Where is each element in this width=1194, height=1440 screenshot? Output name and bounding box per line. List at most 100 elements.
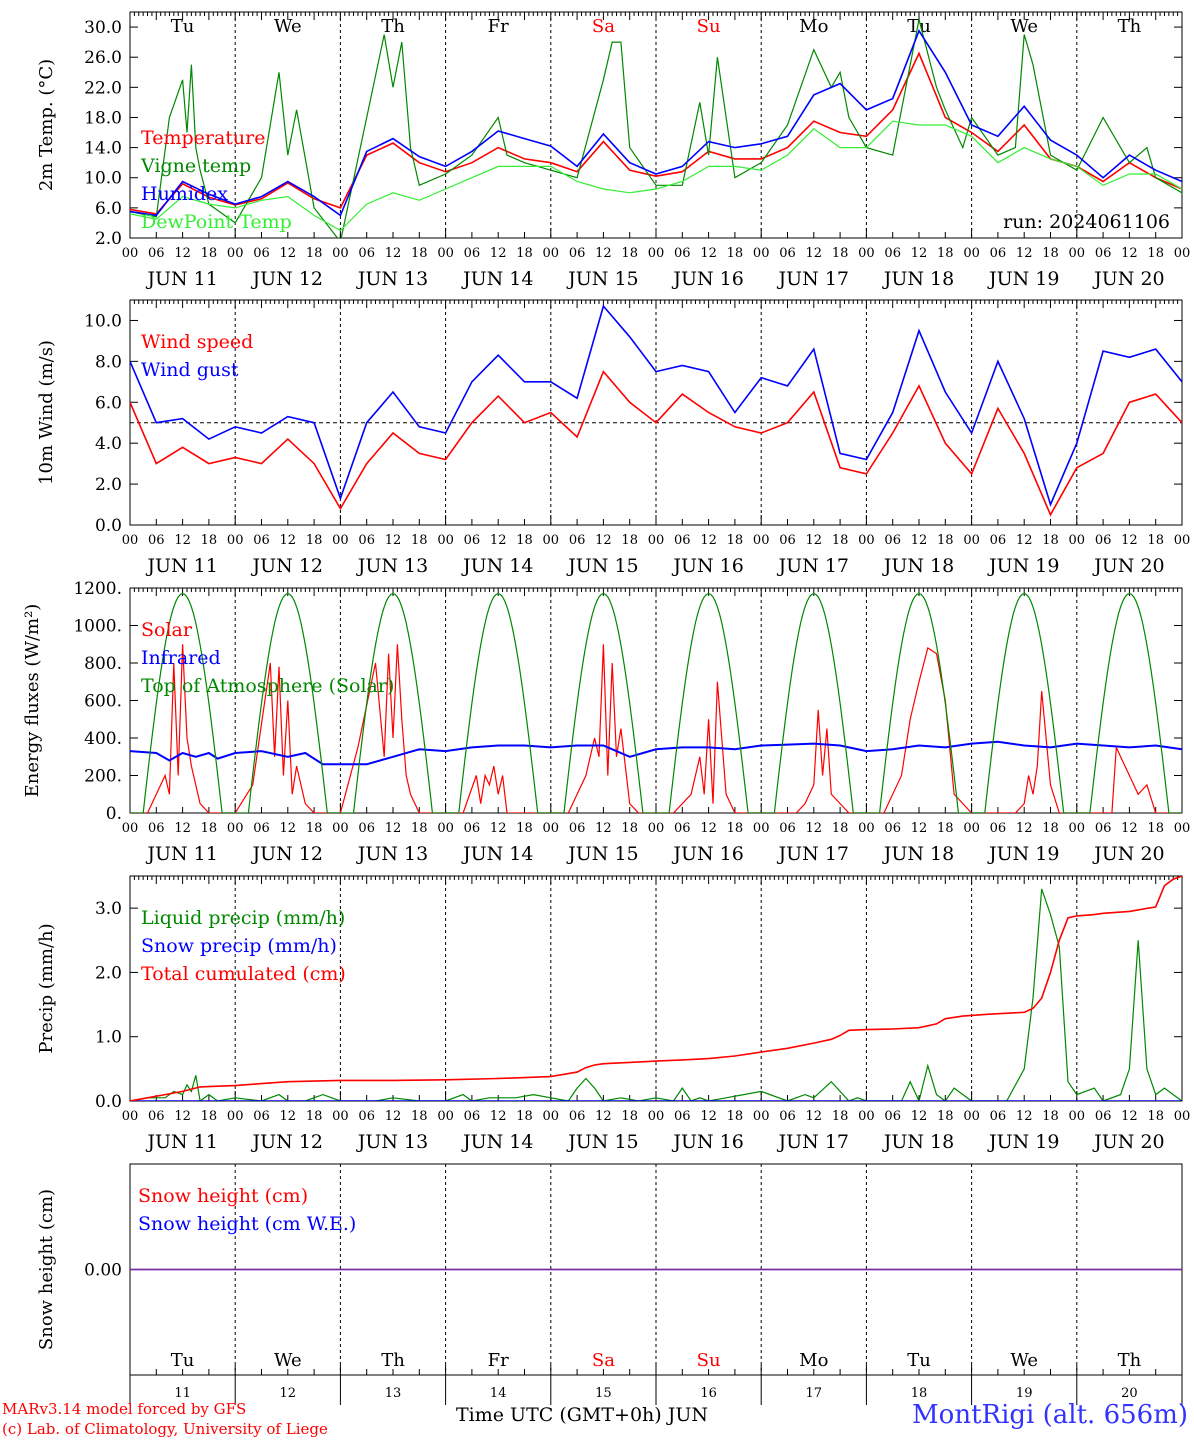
legend-entry: Snow height (cm) xyxy=(138,1185,308,1207)
hour-tick-label: 00 xyxy=(648,533,665,548)
date-label: JUN 11 xyxy=(145,843,217,865)
hour-tick-label: 00 xyxy=(122,246,139,261)
hour-tick-label: 12 xyxy=(280,821,297,836)
hour-tick-label: 18 xyxy=(201,246,218,261)
weekday-label: Tu xyxy=(171,16,195,37)
date-label: JUN 18 xyxy=(882,1131,954,1153)
hour-tick-label: 00 xyxy=(753,1109,770,1124)
date-label: JUN 20 xyxy=(1092,268,1164,290)
weekday-label: We xyxy=(274,16,302,37)
hour-tick-label: 12 xyxy=(700,1109,717,1124)
y-tick-label: 2.0 xyxy=(95,229,122,249)
hour-tick-label: 18 xyxy=(201,821,218,836)
hour-tick-label: 00 xyxy=(332,533,349,548)
weekday-label: Sa xyxy=(592,1350,615,1371)
y-axis-label: 2m Temp. (°C) xyxy=(36,59,57,191)
hour-tick-label: 18 xyxy=(937,821,954,836)
day-number-label: 16 xyxy=(700,1386,717,1401)
series-group xyxy=(130,304,1182,517)
series-line xyxy=(130,120,1182,232)
date-label: JUN 11 xyxy=(145,555,217,577)
hour-tick-label: 18 xyxy=(727,821,744,836)
date-label: JUN 13 xyxy=(356,555,428,577)
weekday-label: Th xyxy=(381,1350,405,1371)
hour-tick-label: 12 xyxy=(1016,821,1033,836)
hour-tick-label: 18 xyxy=(411,533,428,548)
weekday-label: Tu xyxy=(171,1350,195,1371)
y-tick-label: 600. xyxy=(84,692,122,712)
y-tick-label: 1000. xyxy=(73,617,122,637)
hour-tick-label: 12 xyxy=(174,821,191,836)
hour-tick-label: 06 xyxy=(779,821,796,836)
hour-tick-label: 06 xyxy=(990,821,1007,836)
hour-tick-label: 06 xyxy=(990,1109,1007,1124)
hour-tick-label: 12 xyxy=(280,533,297,548)
date-label: JUN 14 xyxy=(461,555,533,577)
hour-tick-label: 18 xyxy=(621,1109,638,1124)
hour-tick-label: 00 xyxy=(648,1109,665,1124)
hour-tick-label: 18 xyxy=(727,1109,744,1124)
y-tick-label: 10.0 xyxy=(84,311,122,331)
legend-entry: DewPoint Temp xyxy=(141,211,292,233)
legend-entry: Top of Atmosphere (Solar) xyxy=(141,675,394,697)
y-tick-label: 30.0 xyxy=(84,18,122,38)
hour-tick-label: 06 xyxy=(884,246,901,261)
date-label: JUN 12 xyxy=(251,268,323,290)
date-label: JUN 18 xyxy=(882,843,954,865)
hour-tick-label: 18 xyxy=(411,1109,428,1124)
hour-tick-label: 18 xyxy=(411,821,428,836)
series-line xyxy=(130,304,1182,507)
run-annotation: run: 2024061106 xyxy=(1003,211,1170,233)
hour-tick-label: 00 xyxy=(963,533,980,548)
hour-tick-label: 18 xyxy=(832,246,849,261)
date-label: JUN 19 xyxy=(987,843,1059,865)
y-axis-label: Snow height (cm) xyxy=(36,1189,57,1350)
y-tick-label: 3.0 xyxy=(95,899,122,919)
date-label: JUN 15 xyxy=(566,843,638,865)
hour-tick-label: 06 xyxy=(253,246,270,261)
weekday-label: Su xyxy=(697,1350,721,1371)
hour-tick-label: 00 xyxy=(858,821,875,836)
series-line xyxy=(130,51,1182,215)
legend-entry: Total cumulated (cm) xyxy=(141,963,346,985)
date-label: JUN 12 xyxy=(251,843,323,865)
hour-tick-label: 00 xyxy=(437,1109,454,1124)
panel-3: 0. 200. 400. 600. 800. 1000. 1200. Energy fluxe… xyxy=(22,579,1190,865)
y-tick-label: 22.0 xyxy=(84,78,122,98)
hour-tick-label: 06 xyxy=(358,246,375,261)
date-label: JUN 16 xyxy=(671,843,743,865)
y-tick-label: 8.0 xyxy=(95,352,122,372)
hour-tick-label: 12 xyxy=(806,533,823,548)
weekday-label: Sa xyxy=(592,16,615,37)
hour-tick-label: 12 xyxy=(174,533,191,548)
hour-tick-label: 00 xyxy=(122,1109,139,1124)
hour-tick-label: 12 xyxy=(1121,533,1138,548)
hour-tick-label: 06 xyxy=(148,246,165,261)
date-label: JUN 13 xyxy=(356,1131,428,1153)
hour-tick-label: 06 xyxy=(884,1109,901,1124)
series-group xyxy=(130,19,1182,238)
hour-tick-label: 00 xyxy=(1174,533,1191,548)
series-line xyxy=(130,29,1182,217)
y-tick-label: 1200. xyxy=(73,579,122,599)
x-axis-title-text: Time UTC (GMT+0h) xyxy=(456,1404,662,1426)
series-line xyxy=(130,19,1182,238)
hour-tick-label: 00 xyxy=(122,821,139,836)
hour-tick-label: 12 xyxy=(700,246,717,261)
hour-tick-label: 12 xyxy=(911,821,928,836)
y-tick-label: 10.0 xyxy=(84,169,122,189)
day-number-label: 20 xyxy=(1121,1386,1138,1401)
hour-tick-label: 12 xyxy=(806,1109,823,1124)
hour-tick-label: 00 xyxy=(858,533,875,548)
hour-tick-label: 06 xyxy=(253,821,270,836)
panel-2: 0.0 2.0 4.0 6.0 8.0 10.0 10m Wind (m/s) 00 06 12 1… xyxy=(36,299,1191,577)
date-label: JUN 13 xyxy=(356,843,428,865)
hour-tick-label: 06 xyxy=(358,821,375,836)
date-label: JUN 15 xyxy=(566,555,638,577)
hour-tick-label: 00 xyxy=(858,1109,875,1124)
hour-tick-label: 12 xyxy=(385,1109,402,1124)
hour-tick-label: 00 xyxy=(332,821,349,836)
y-tick-label: 0. xyxy=(106,804,122,824)
hour-tick-label: 18 xyxy=(516,1109,533,1124)
